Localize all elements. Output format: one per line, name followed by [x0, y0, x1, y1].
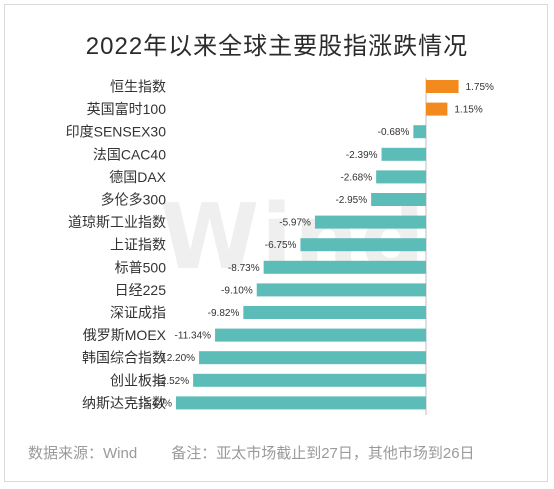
value-label-11: -11.34%	[175, 331, 212, 342]
chart-title: 2022年以来全球主要股指涨跌情况	[85, 33, 469, 60]
bar-9	[256, 283, 426, 297]
category-label-0: 恒生指数	[110, 79, 166, 95]
bar-5	[371, 193, 426, 206]
category-label-4: 德国DAX	[109, 169, 166, 185]
category-label-13: 创业板指	[110, 372, 166, 388]
bar-8	[263, 260, 426, 274]
category-label-14: 纳斯达克指数	[82, 395, 166, 411]
category-label-12: 韩国综合指数	[82, 350, 166, 366]
category-label-5: 多伦多300	[101, 192, 167, 208]
bar-11	[215, 328, 426, 342]
value-label-5: -2.95%	[335, 195, 367, 206]
category-label-6: 道琼斯工业指数	[68, 214, 166, 230]
category-label-7: 上证指数	[110, 237, 166, 253]
remark-note: 备注：亚太市场截止到27日，其他市场到26日	[171, 445, 475, 462]
source-note: 数据来源：Wind	[28, 445, 138, 462]
value-label-7: -6.75%	[265, 240, 297, 251]
value-label-10: -9.82%	[208, 308, 240, 319]
value-label-13: -12.52%	[152, 376, 189, 387]
category-label-1: 英国富时100	[87, 101, 167, 117]
value-label-1: 1.15%	[454, 105, 482, 116]
value-label-14: -13.44%	[135, 398, 172, 409]
bar-1	[426, 102, 448, 116]
bar-3	[381, 147, 426, 161]
bar-2	[413, 125, 426, 139]
category-label-10: 深证成指	[110, 305, 166, 321]
bar-10	[243, 306, 426, 319]
category-label-3: 法国CAC40	[93, 146, 166, 162]
category-label-9: 日经225	[115, 282, 167, 298]
value-label-2: -0.68%	[378, 127, 410, 138]
chart-footer: 数据来源：Wind 备注：亚太市场截止到27日，其他市场到26日	[28, 442, 475, 463]
bar-7	[300, 238, 426, 252]
value-label-6: -5.97%	[279, 218, 311, 229]
category-label-2: 印度SENSEX30	[66, 124, 167, 140]
value-label-0: 1.75%	[466, 82, 494, 93]
value-label-4: -2.68%	[340, 172, 372, 183]
value-label-8: -8.73%	[228, 263, 260, 274]
bar-6	[314, 215, 426, 229]
bar-12	[199, 351, 426, 365]
value-label-12: -12.20%	[158, 353, 195, 364]
value-label-9: -9.10%	[221, 285, 253, 296]
category-label-11: 俄罗斯MOEX	[83, 327, 167, 343]
bar-4	[376, 170, 426, 184]
bar-14	[176, 396, 426, 410]
category-label-8: 标普500	[115, 259, 167, 275]
bar-13	[193, 373, 426, 387]
value-label-3: -2.39%	[346, 150, 378, 161]
bar-0	[426, 80, 459, 93]
